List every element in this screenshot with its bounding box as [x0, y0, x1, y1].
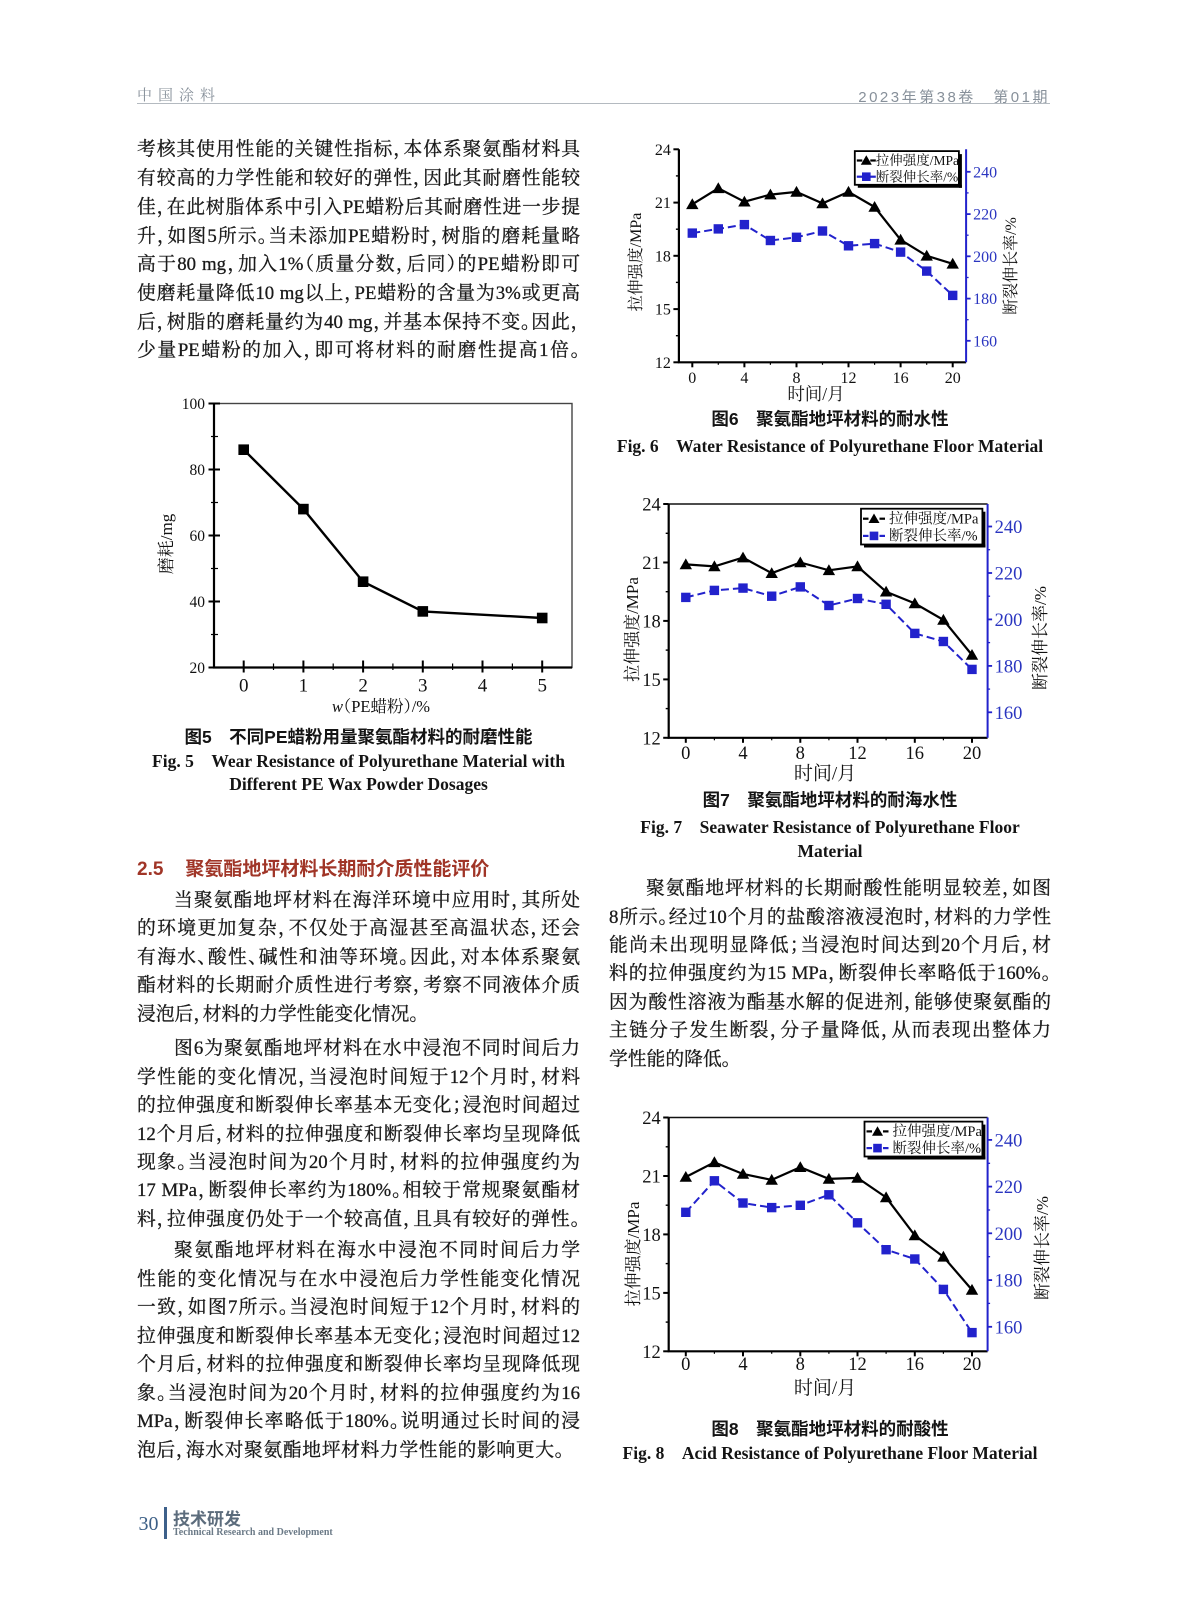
svg-text:24: 24 [655, 142, 671, 159]
svg-text:断裂伸长率/%: 断裂伸长率/% [1002, 217, 1020, 315]
svg-text:180: 180 [973, 291, 997, 308]
svg-text:0: 0 [681, 744, 690, 764]
svg-text:时间/月: 时间/月 [794, 1377, 856, 1399]
svg-text:4: 4 [738, 1355, 747, 1375]
svg-text:拉伸强度/MPa: 拉伸强度/MPa [624, 1201, 643, 1306]
svg-text:4: 4 [740, 370, 748, 387]
svg-text:0: 0 [239, 676, 249, 697]
svg-text:16: 16 [906, 1355, 925, 1375]
svg-text:220: 220 [995, 564, 1023, 584]
svg-text:80: 80 [190, 462, 206, 479]
svg-text:拉伸强度/MPa: 拉伸强度/MPa [627, 213, 645, 312]
svg-text:240: 240 [973, 164, 997, 181]
svg-text:8: 8 [796, 744, 805, 764]
svg-text:拉伸强度/MPa: 拉伸强度/MPa [889, 509, 979, 527]
svg-text:240: 240 [995, 518, 1023, 538]
svg-text:8: 8 [793, 370, 801, 387]
svg-text:240: 240 [995, 1131, 1023, 1151]
svg-text:12: 12 [848, 1355, 867, 1375]
svg-text:时间/月: 时间/月 [787, 384, 844, 404]
svg-text:拉伸强度/MPa: 拉伸强度/MPa [623, 577, 642, 682]
svg-text:12: 12 [642, 729, 661, 749]
svg-text:21: 21 [655, 195, 671, 212]
svg-text:20: 20 [963, 744, 982, 764]
svg-text:断裂伸长率/%: 断裂伸长率/% [889, 528, 978, 545]
svg-text:18: 18 [642, 612, 661, 632]
svg-text:4: 4 [478, 676, 488, 697]
svg-text:拉伸强度/MPa: 拉伸强度/MPa [893, 1122, 983, 1140]
svg-text:200: 200 [995, 1225, 1023, 1245]
svg-text:15: 15 [655, 302, 671, 319]
svg-text:160: 160 [995, 704, 1023, 724]
svg-text:200: 200 [995, 611, 1023, 631]
svg-text:40: 40 [190, 594, 206, 611]
svg-text:断裂伸长率/%: 断裂伸长率/% [1031, 586, 1050, 690]
svg-text:拉伸强度/MPa: 拉伸强度/MPa [876, 152, 959, 168]
svg-text:160: 160 [995, 1318, 1023, 1338]
svg-text:断裂伸长率/%: 断裂伸长率/% [893, 1140, 982, 1157]
svg-text:15: 15 [642, 1284, 661, 1304]
svg-text:12: 12 [655, 355, 671, 372]
svg-text:20: 20 [945, 370, 961, 387]
svg-text:24: 24 [642, 1109, 661, 1129]
svg-text:24: 24 [642, 496, 661, 516]
svg-text:220: 220 [995, 1178, 1023, 1198]
svg-text:4: 4 [738, 744, 747, 764]
svg-text:12: 12 [841, 370, 857, 387]
svg-text:21: 21 [642, 554, 661, 574]
svg-text:160: 160 [973, 333, 997, 350]
svg-text:12: 12 [642, 1343, 661, 1363]
svg-text:220: 220 [973, 207, 997, 224]
svg-text:180: 180 [995, 1272, 1023, 1292]
svg-text:16: 16 [893, 370, 909, 387]
svg-text:8: 8 [796, 1355, 805, 1375]
svg-text:3: 3 [418, 676, 428, 697]
svg-text:180: 180 [995, 657, 1023, 677]
svg-text:0: 0 [688, 370, 696, 387]
svg-text:16: 16 [906, 744, 925, 764]
svg-text:磨耗/mg: 磨耗/mg [157, 513, 176, 574]
svg-text:1: 1 [299, 676, 309, 697]
svg-text:时间/月: 时间/月 [794, 763, 856, 785]
svg-text:w（PE蜡粉）/%: w（PE蜡粉）/% [332, 697, 430, 716]
svg-text:12: 12 [848, 744, 867, 764]
svg-text:20: 20 [963, 1355, 982, 1375]
svg-text:15: 15 [642, 671, 661, 691]
svg-text:18: 18 [642, 1226, 661, 1246]
svg-text:20: 20 [190, 660, 206, 677]
svg-text:0: 0 [681, 1355, 690, 1375]
svg-text:60: 60 [190, 528, 206, 545]
svg-text:2: 2 [358, 676, 368, 697]
svg-text:200: 200 [973, 249, 997, 266]
svg-text:5: 5 [537, 676, 547, 697]
svg-text:21: 21 [642, 1168, 661, 1188]
svg-text:断裂伸长率/%: 断裂伸长率/% [1033, 1196, 1052, 1300]
svg-text:100: 100 [182, 396, 206, 413]
svg-text:18: 18 [655, 248, 671, 265]
svg-text:断裂伸长率/%: 断裂伸长率/% [876, 168, 959, 184]
